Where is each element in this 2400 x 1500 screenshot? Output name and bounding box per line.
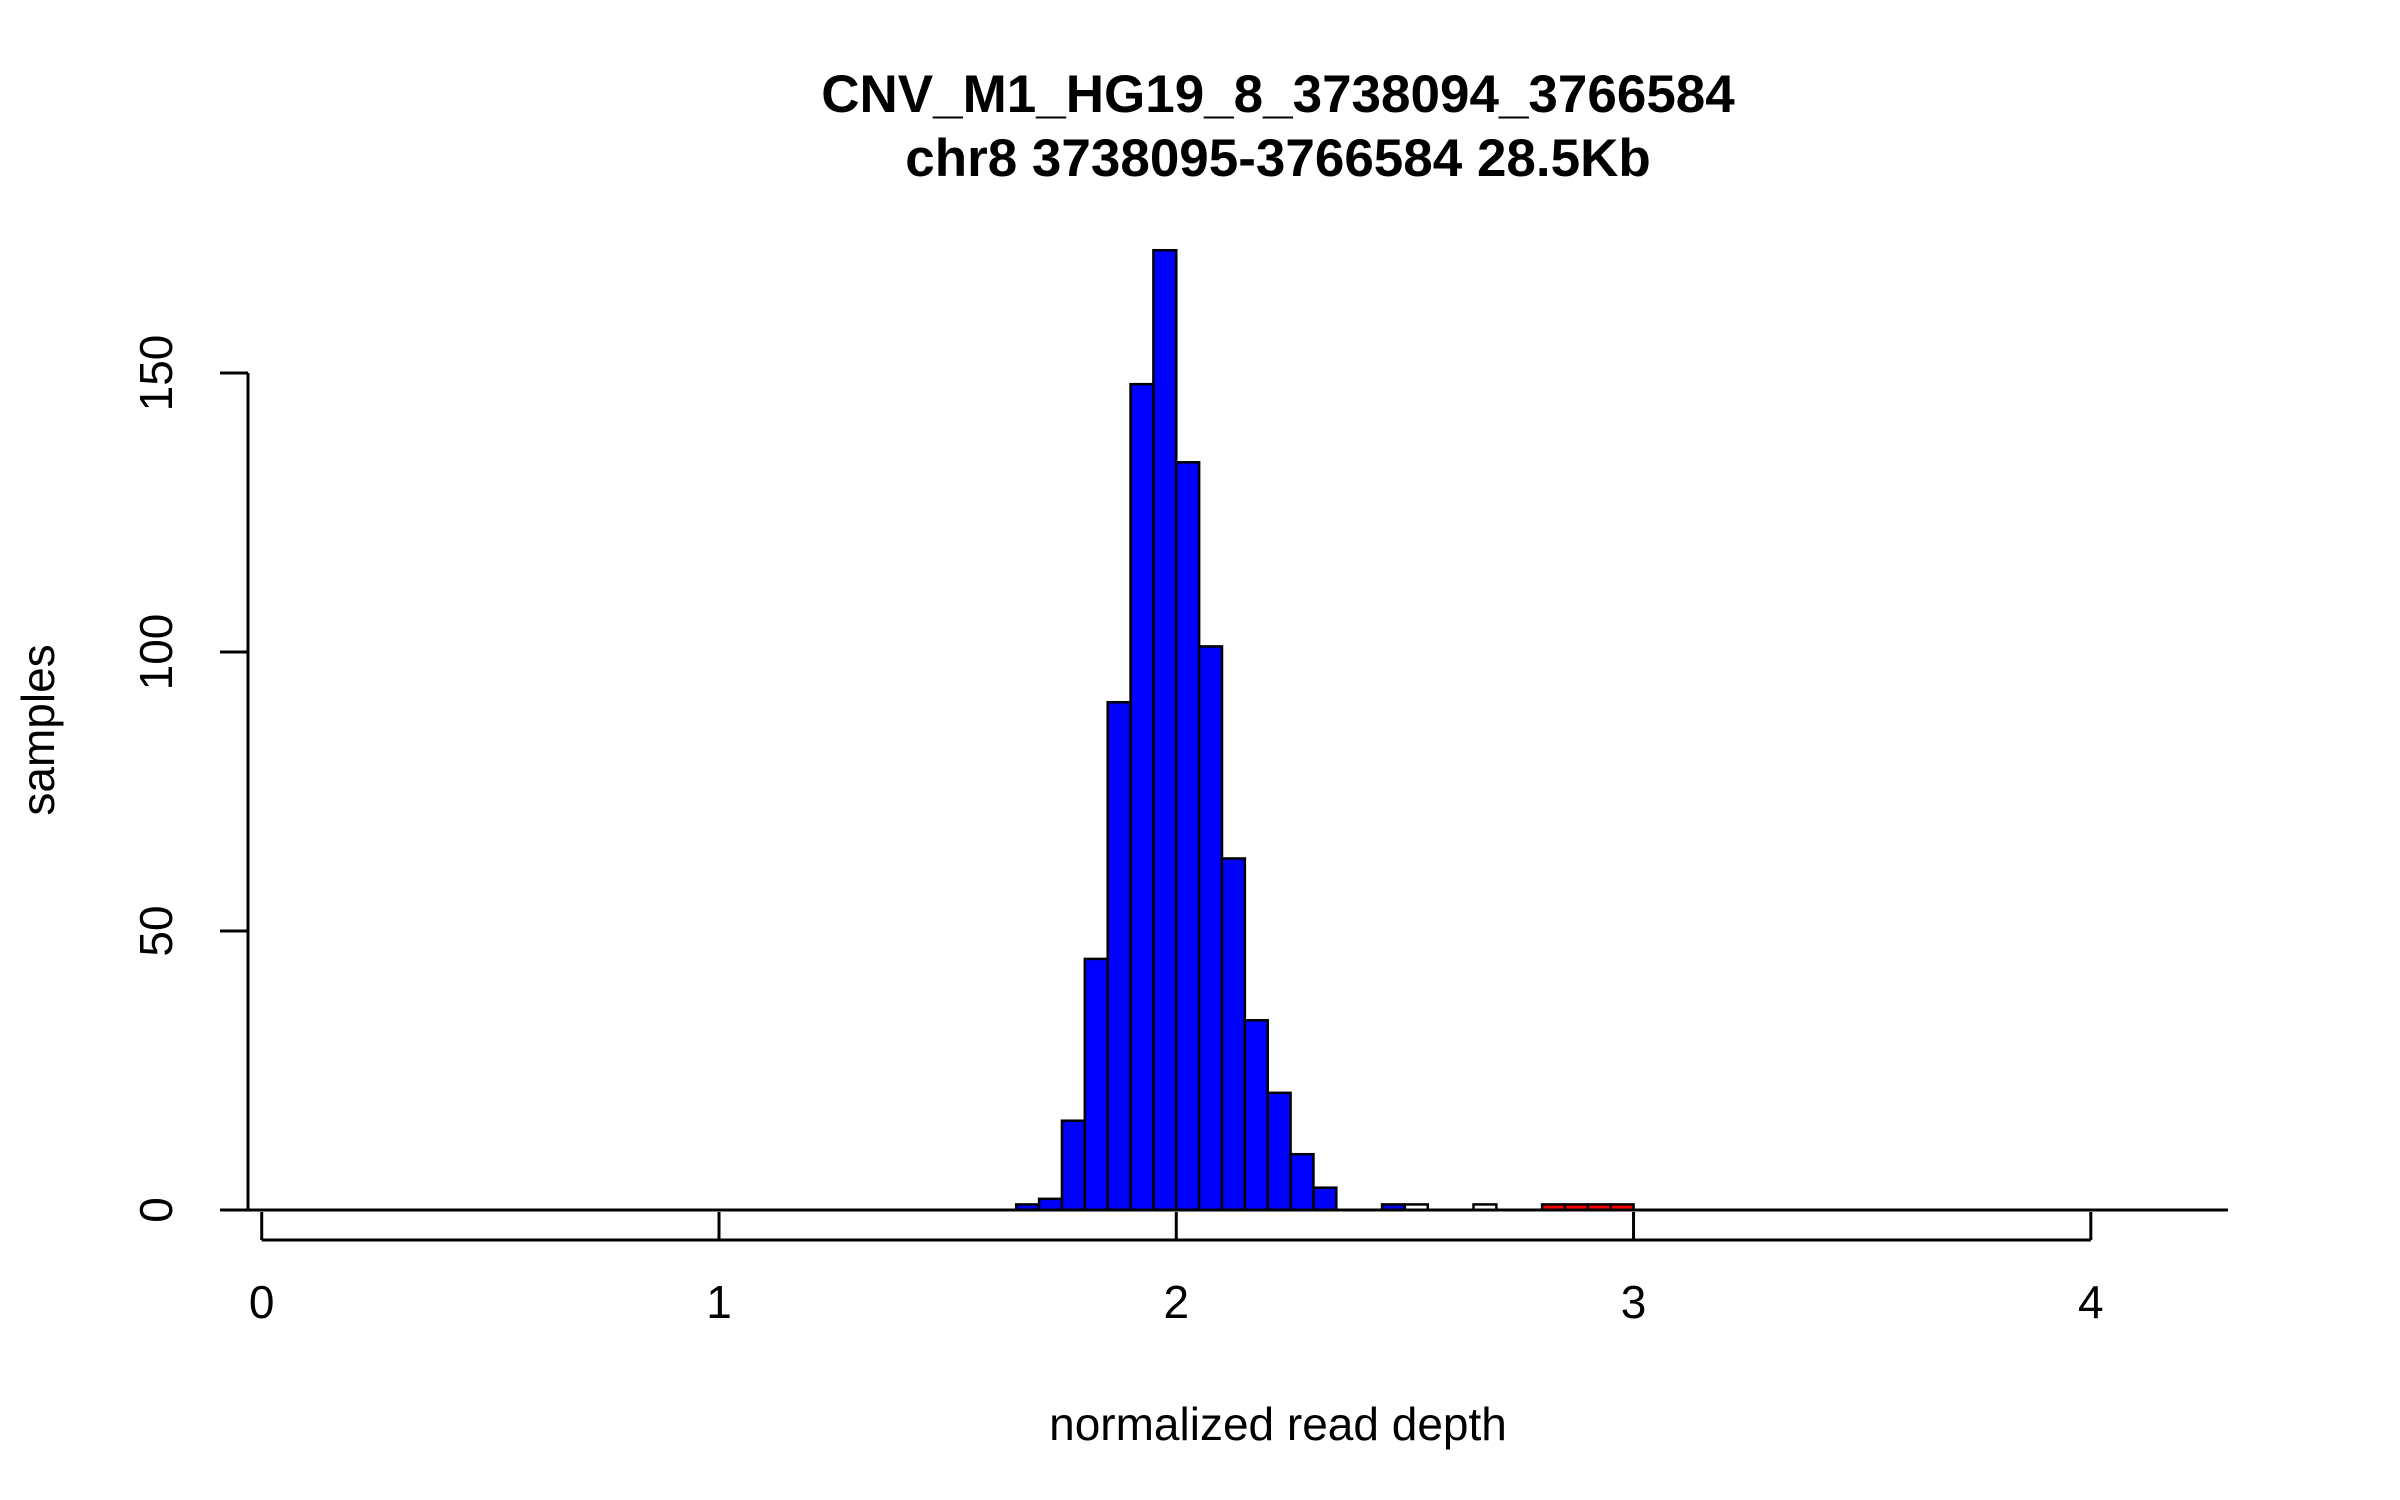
y-tick-label: 100 [130,614,182,691]
histogram-bar [1175,461,1201,1212]
y-axis: 0 50 100 150 [130,335,250,1223]
x-axis-label: normalized read depth [1049,1398,1507,1450]
x-tick-label: 3 [1621,1276,1647,1328]
y-axis-label: samples [12,644,64,815]
histogram-bar [1083,957,1109,1212]
histogram-bar [1243,1019,1269,1212]
histogram-bar [1152,248,1178,1212]
histogram-bar [1220,857,1247,1212]
histogram-bar [1129,382,1155,1212]
y-tick-label: 50 [130,905,182,956]
x-tick-label: 1 [706,1276,732,1328]
histogram-bar [1106,700,1132,1212]
histogram-bar [1060,1119,1087,1212]
y-tick-label: 150 [130,335,182,412]
x-tick-label: 0 [249,1276,275,1328]
x-axis: 0 1 2 3 4 [249,1212,2104,1328]
histogram-bars [1014,248,1635,1212]
histogram-bar [1312,1186,1338,1212]
x-tick-label: 4 [2078,1276,2104,1328]
histogram-bar [1266,1091,1292,1212]
chart-subtitle: chr8 3738095-3766584 28.5Kb [905,129,1651,188]
histogram-bar [1289,1152,1315,1212]
histogram-bar [1197,645,1224,1212]
chart-title: CNV_M1_HG19_8_3738094_3766584 [821,65,1735,124]
y-tick-label: 0 [130,1197,182,1223]
x-tick-label: 2 [1163,1276,1189,1328]
histogram-bar [1037,1197,1064,1212]
